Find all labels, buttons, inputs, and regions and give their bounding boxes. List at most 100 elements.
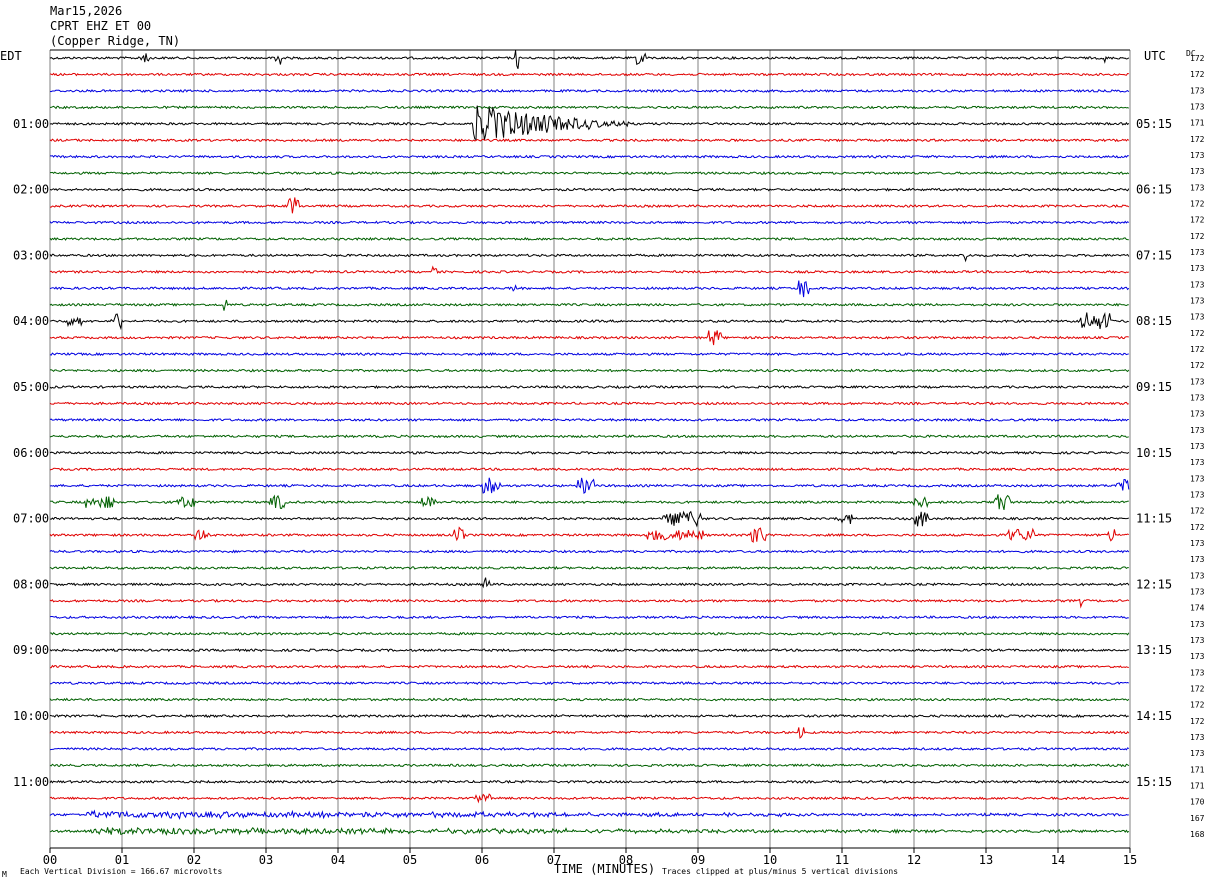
dc-offset-label: 172 bbox=[1190, 685, 1205, 694]
dc-offset-label: 172 bbox=[1190, 507, 1205, 516]
left-hour-label: 03:00 bbox=[13, 248, 49, 262]
trace-line bbox=[50, 197, 1130, 214]
dc-offset-label: 173 bbox=[1190, 749, 1205, 758]
x-tick-label: 12 bbox=[907, 853, 921, 867]
x-tick-label: 02 bbox=[187, 853, 201, 867]
dc-offset-label: 168 bbox=[1190, 830, 1205, 839]
x-tick-label: 13 bbox=[979, 853, 993, 867]
trace-line bbox=[50, 681, 1130, 686]
dc-offset-label: 172 bbox=[1190, 329, 1205, 338]
dc-offset-label: 173 bbox=[1190, 442, 1205, 451]
dc-offset-label: 173 bbox=[1190, 394, 1205, 403]
trace-line bbox=[49, 510, 1130, 528]
dc-offset-label: 173 bbox=[1190, 410, 1205, 419]
x-tick-label: 09 bbox=[691, 853, 705, 867]
trace-line bbox=[49, 88, 1130, 93]
dc-offset-label: 173 bbox=[1190, 297, 1205, 306]
right-hour-label: 15:15 bbox=[1136, 775, 1172, 789]
left-hour-label: 11:00 bbox=[13, 775, 49, 789]
trace-line bbox=[49, 577, 1130, 589]
dc-offset-label: 173 bbox=[1190, 474, 1205, 483]
trace-line bbox=[49, 615, 1129, 620]
right-hour-label: 06:15 bbox=[1136, 183, 1172, 197]
scale-note: Each Vertical Division = 166.67 microvol… bbox=[20, 867, 223, 876]
trace-line bbox=[49, 598, 1130, 609]
minute-gridlines bbox=[49, 49, 1131, 848]
left-hour-label: 02:00 bbox=[13, 183, 49, 197]
trace-line bbox=[49, 648, 1129, 653]
left-hour-label: 06:00 bbox=[13, 446, 49, 460]
trace-line bbox=[49, 187, 1130, 192]
dc-offset-label: 173 bbox=[1190, 377, 1205, 386]
x-tick-label: 14 bbox=[1051, 853, 1065, 867]
right-hour-label: 14:15 bbox=[1136, 709, 1172, 723]
dc-offset-label: 173 bbox=[1190, 620, 1205, 629]
trace-line bbox=[49, 477, 1130, 495]
dc-offset-label: 173 bbox=[1190, 86, 1205, 95]
station-code: CPRT EHZ ET 00 bbox=[50, 19, 152, 33]
dc-offset-label: 172 bbox=[1190, 345, 1205, 354]
dc-offset-label: 173 bbox=[1190, 280, 1205, 289]
x-tick-label: 01 bbox=[115, 853, 129, 867]
trace-line bbox=[49, 311, 1129, 331]
dc-offset-label: 173 bbox=[1190, 248, 1205, 257]
left-hour-label: 08:00 bbox=[13, 577, 49, 591]
x-axis-title: TIME (MINUTES) bbox=[554, 862, 656, 876]
trace-line bbox=[49, 827, 1130, 836]
dc-offset-label: 172 bbox=[1190, 54, 1205, 63]
dc-offset-label: 170 bbox=[1190, 798, 1205, 807]
trace-line bbox=[49, 105, 1130, 141]
dc-offset-label: 173 bbox=[1190, 539, 1205, 548]
x-tick-label: 15 bbox=[1123, 853, 1137, 867]
trace-line bbox=[49, 526, 1130, 543]
corner-mark: M bbox=[2, 870, 7, 879]
dc-offset-label: 173 bbox=[1190, 636, 1205, 645]
dc-offset-label: 173 bbox=[1190, 652, 1205, 661]
left-hour-label: 10:00 bbox=[13, 709, 49, 723]
dc-offset-label: 173 bbox=[1190, 588, 1205, 597]
trace-line bbox=[49, 809, 1129, 820]
left-hour-label: 05:00 bbox=[13, 380, 49, 394]
trace-line bbox=[49, 467, 1129, 472]
dc-offset-label: 173 bbox=[1190, 167, 1205, 176]
trace-line bbox=[49, 220, 1130, 225]
right-hour-label: 11:15 bbox=[1136, 512, 1172, 526]
trace-line bbox=[50, 171, 1130, 176]
trace-line bbox=[49, 154, 1129, 159]
x-tick-label: 08 bbox=[619, 853, 633, 867]
x-tick-label: 00 bbox=[43, 853, 57, 867]
x-tick-label: 04 bbox=[331, 853, 345, 867]
right-hour-label: 07:15 bbox=[1136, 248, 1172, 262]
right-hour-label: 10:15 bbox=[1136, 446, 1172, 460]
dc-offset-label: 173 bbox=[1190, 151, 1205, 160]
dc-offset-label: 173 bbox=[1190, 555, 1205, 564]
trace-line bbox=[49, 714, 1129, 719]
trace-line bbox=[49, 299, 1129, 311]
trace-line bbox=[49, 50, 1130, 69]
trace-line bbox=[49, 450, 1130, 455]
trace-line bbox=[49, 494, 1129, 511]
dc-offset-label: 173 bbox=[1190, 183, 1205, 192]
dc-offset-label: 173 bbox=[1190, 668, 1205, 677]
trace-line bbox=[49, 697, 1130, 702]
dc-offset-label: 167 bbox=[1190, 814, 1205, 823]
dc-offset-label: 173 bbox=[1190, 571, 1205, 580]
trace-line bbox=[49, 565, 1129, 570]
trace-line bbox=[49, 368, 1130, 373]
seismic-traces bbox=[49, 50, 1130, 836]
right-hour-label: 13:15 bbox=[1136, 643, 1172, 657]
dc-offset-label: 173 bbox=[1190, 491, 1205, 500]
trace-line bbox=[49, 549, 1130, 554]
right-timezone-label: UTC bbox=[1144, 49, 1166, 63]
x-tick-label: 03 bbox=[259, 853, 273, 867]
dc-offset-label: 172 bbox=[1190, 232, 1205, 241]
dc-offset-label: 172 bbox=[1190, 523, 1205, 532]
dc-offset-label: 172 bbox=[1190, 361, 1205, 370]
trace-line bbox=[49, 631, 1130, 636]
time-axis: 00 01 02 03 04 05 06 07 08 09 10 11 12 13 14 15 bbox=[43, 847, 1137, 867]
trace-line bbox=[49, 253, 1130, 263]
left-hour-label: 07:00 bbox=[13, 512, 49, 526]
dc-offset-label: 173 bbox=[1190, 426, 1205, 435]
trace-line bbox=[49, 746, 1130, 751]
